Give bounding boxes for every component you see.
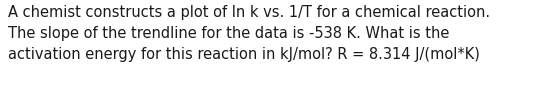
Text: A chemist constructs a plot of ln k vs. 1/T for a chemical reaction.
The slope o: A chemist constructs a plot of ln k vs. … (8, 5, 490, 62)
